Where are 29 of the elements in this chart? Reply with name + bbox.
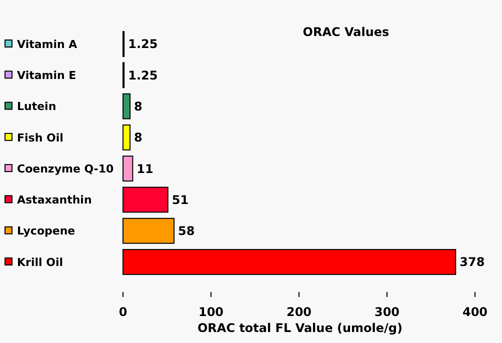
- data-label: 378: [460, 255, 485, 270]
- data-label: 8: [134, 130, 142, 145]
- y-tick-label: Astaxanthin: [17, 194, 92, 207]
- y-tick-label: Fish Oil: [17, 131, 64, 144]
- chart-title: ORAC Values: [302, 25, 390, 39]
- bar: [122, 93, 131, 120]
- bar: [122, 156, 134, 182]
- data-label: 1.25: [128, 37, 158, 52]
- data-label: 11: [136, 162, 154, 176]
- data-label: 1.25: [128, 68, 158, 82]
- x-tick-label: 300: [374, 305, 400, 319]
- y-tick-label: Lycopene: [17, 224, 76, 238]
- data-label: 58: [178, 224, 195, 238]
- y-tick-label: Coenzyme Q-10: [17, 162, 114, 176]
- data-label: 8: [134, 99, 142, 114]
- bar: [122, 218, 175, 244]
- x-tick-label: 0: [118, 305, 128, 319]
- bar: [122, 124, 131, 150]
- x-tick-label: 400: [462, 305, 488, 319]
- x-tick-label: 100: [198, 305, 224, 319]
- y-tick-label: Vitamin A: [17, 38, 78, 51]
- data-label: 51: [172, 192, 189, 207]
- bar: [122, 186, 168, 213]
- y-tick-label: Vitamin E: [17, 69, 76, 82]
- y-tick-label: Krill Oil: [17, 256, 63, 269]
- y-tick-label: Lutein: [17, 100, 56, 114]
- x-tick-label: 200: [286, 305, 312, 319]
- x-axis-title: ORAC total FL Value (umole/g): [197, 321, 403, 335]
- bar: [122, 249, 456, 275]
